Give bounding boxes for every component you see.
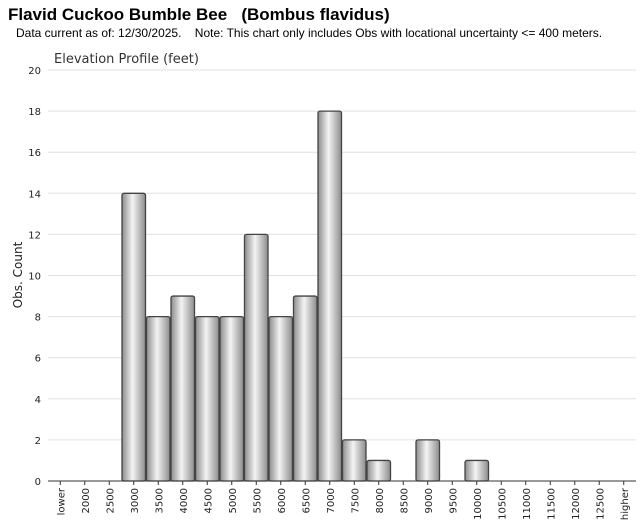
x-tick-label: higher xyxy=(620,487,631,520)
y-tick-label: 0 xyxy=(35,477,41,488)
y-axis-label: Obs. Count xyxy=(11,241,25,308)
x-tick-label: 10000 xyxy=(473,488,484,520)
x-tick-label: 4500 xyxy=(203,488,214,513)
bar xyxy=(415,439,441,482)
x-tick-label: 4000 xyxy=(179,488,190,513)
x-tick-label: lower xyxy=(56,487,67,515)
x-tick-label: 11000 xyxy=(522,488,533,520)
y-tick-label: 6 xyxy=(35,354,41,365)
y-tick-label: 8 xyxy=(35,313,41,324)
x-tick-label: 7500 xyxy=(350,488,361,513)
x-tick-label: 9500 xyxy=(448,488,459,513)
x-tick-label: 6000 xyxy=(277,488,288,513)
x-tick-label: 11500 xyxy=(546,488,557,520)
y-tick-label: 16 xyxy=(28,148,41,159)
y-tick-label: 4 xyxy=(35,395,41,406)
bar xyxy=(366,459,392,482)
bar xyxy=(341,439,367,482)
x-tick-label: 10500 xyxy=(497,488,508,520)
y-tick-label: 14 xyxy=(28,189,41,200)
x-tick-label: 5500 xyxy=(252,488,263,513)
bar xyxy=(145,315,171,482)
bar xyxy=(268,315,294,482)
bar xyxy=(219,315,245,482)
bar xyxy=(194,315,220,482)
x-tick-label: 9000 xyxy=(424,488,435,513)
x-tick-label: 3000 xyxy=(130,488,141,513)
x-tick-label: 7000 xyxy=(326,488,337,513)
bar xyxy=(121,192,147,482)
x-tick-label: 8000 xyxy=(375,488,386,513)
bar xyxy=(317,110,343,482)
y-tick-label: 2 xyxy=(35,436,41,447)
bar xyxy=(243,233,269,482)
y-tick-label: 10 xyxy=(28,272,41,283)
bar xyxy=(170,295,196,482)
bar xyxy=(292,295,318,482)
chart-title: Elevation Profile (feet) xyxy=(54,52,199,67)
x-tick-label: 8500 xyxy=(399,488,410,513)
y-tick-label: 20 xyxy=(28,66,41,77)
y-tick-label: 12 xyxy=(28,230,41,241)
x-tick-label: 6500 xyxy=(301,488,312,513)
x-tick-label: 12500 xyxy=(595,488,606,520)
bar xyxy=(464,459,490,482)
x-tick-label: 3500 xyxy=(154,488,165,513)
x-tick-label: 2000 xyxy=(81,488,92,513)
x-tick-label: 2500 xyxy=(105,488,116,513)
x-tick-label: 5000 xyxy=(228,488,239,513)
x-tick-label: 12000 xyxy=(571,488,582,520)
data-note: Data current as of: 12/30/2025. Note: Th… xyxy=(16,26,603,40)
y-tick-label: 18 xyxy=(28,107,41,118)
page-title: Flavid Cuckoo Bumble Bee (Bombus flavidu… xyxy=(8,5,390,24)
